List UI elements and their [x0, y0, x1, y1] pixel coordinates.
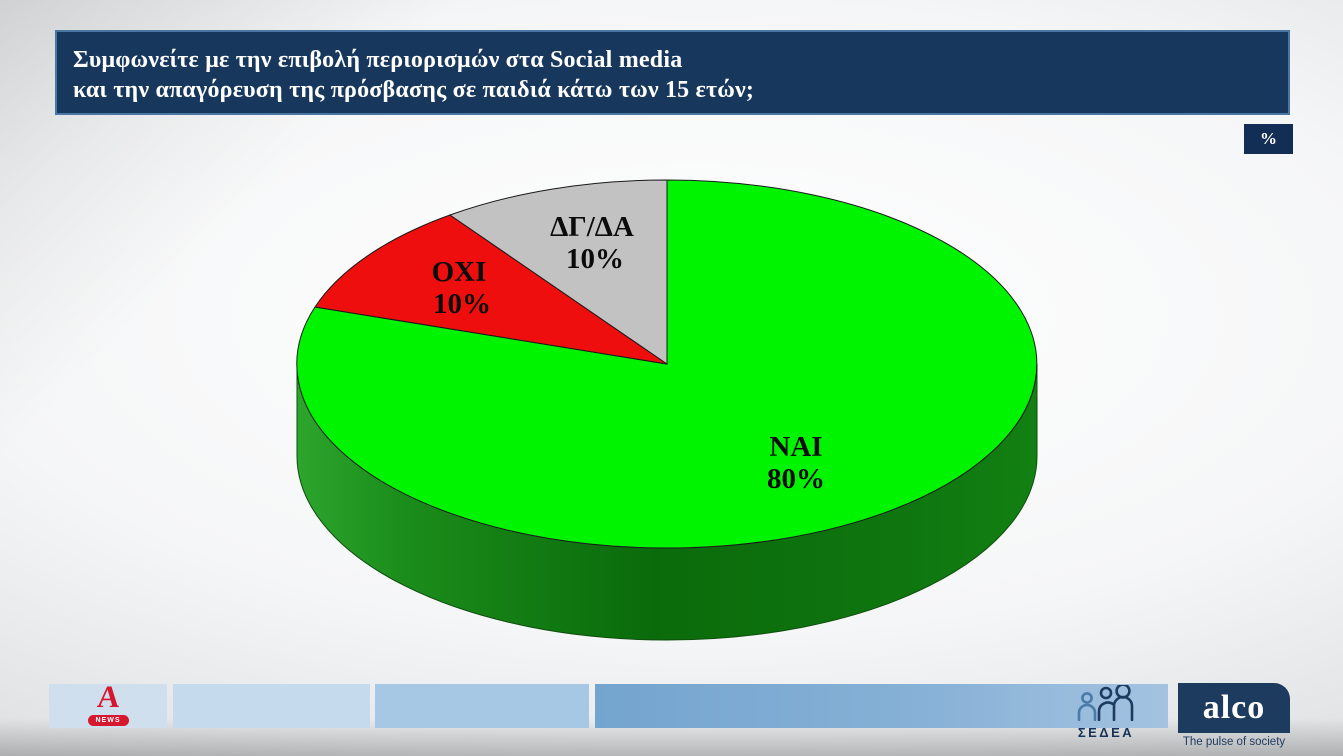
question-title-line1: Συμφωνείτε με την επιβολή περιορισμών στ…: [73, 47, 683, 73]
footer-box-3: [375, 684, 589, 728]
pie-label-oxi-value: 10%: [433, 288, 491, 320]
alpha-a-icon: A: [95, 679, 121, 714]
sedea-logo: ΣΕΔΕΑ: [1062, 683, 1150, 740]
pie-slice-dgda: [448, 179, 668, 365]
pie-label-nai-value: 80%: [767, 463, 825, 495]
alco-logo-box: alco: [1178, 683, 1290, 733]
alco-wordmark: alco: [1202, 689, 1266, 726]
sedea-people-icon: [1077, 683, 1134, 722]
pie-slice-oxi: [314, 214, 668, 365]
footer-box-alpha-news: A NEWS: [49, 679, 167, 728]
percent-unit-badge: %: [1244, 124, 1293, 154]
sedea-label: ΣΕΔΕΑ: [1077, 725, 1135, 740]
pie-label-dgda-value: 10%: [566, 243, 624, 275]
alpha-news-pill: NEWS: [87, 715, 129, 726]
pie-label-nai-name: ΝΑΙ: [769, 431, 822, 463]
alco-tagline: The pulse of society: [1182, 736, 1286, 748]
footer-box-bar: [595, 684, 1168, 728]
footer-box-2: [173, 684, 370, 728]
question-title-line2: και την απαγόρευση της πρόσβασης σε παιδ…: [73, 77, 755, 103]
pie-label-dgda-name: ΔΓ/ΔΑ: [550, 211, 634, 243]
alpha-news-logo: A NEWS: [87, 679, 129, 726]
pie-label-oxi-name: ΟΧΙ: [432, 256, 487, 288]
question-header: Συμφωνείτε με την επιβολή περιορισμών στ…: [55, 30, 1290, 115]
